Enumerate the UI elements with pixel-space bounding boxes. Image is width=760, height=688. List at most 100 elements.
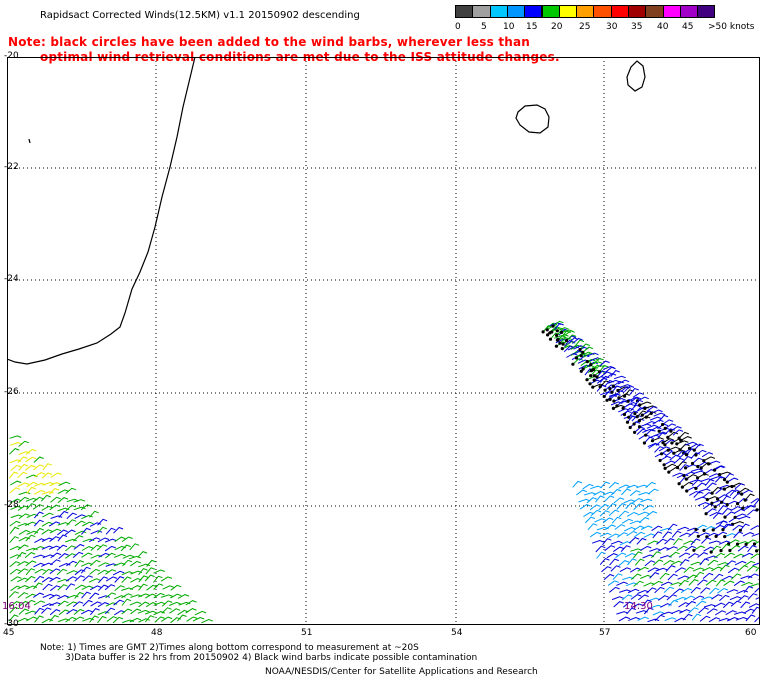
wind-barb bbox=[633, 503, 644, 511]
wind-barb bbox=[698, 488, 711, 493]
wind-barb bbox=[600, 371, 612, 378]
wind-barb bbox=[104, 584, 116, 591]
wind-barb bbox=[748, 603, 760, 608]
wind-barb bbox=[685, 600, 697, 608]
wind-barb bbox=[706, 532, 719, 538]
legend-swatch bbox=[524, 5, 543, 18]
legend-swatch bbox=[506, 5, 526, 18]
wind-barb bbox=[629, 490, 641, 497]
wind-barb bbox=[138, 618, 150, 623]
contamination-marker bbox=[610, 390, 614, 394]
wind-barb bbox=[703, 526, 716, 531]
wind-barb bbox=[728, 539, 740, 545]
wind-barb bbox=[652, 559, 664, 566]
wind-barb bbox=[10, 601, 21, 607]
wind-barb bbox=[80, 504, 92, 511]
wind-barb bbox=[32, 592, 44, 598]
contamination-marker bbox=[666, 435, 670, 439]
wind-barb bbox=[596, 551, 606, 559]
contamination-marker bbox=[755, 508, 759, 512]
wind-barb bbox=[738, 487, 750, 494]
contamination-marker bbox=[649, 411, 653, 415]
wind-barb bbox=[707, 559, 719, 566]
wind-barb bbox=[42, 512, 54, 518]
wind-barb bbox=[146, 559, 156, 567]
wind-barb bbox=[713, 602, 726, 608]
wind-barb bbox=[74, 530, 87, 536]
wind-barb bbox=[82, 521, 94, 527]
wind-barb bbox=[741, 489, 753, 495]
wind-barb bbox=[9, 606, 20, 614]
wind-barb bbox=[10, 514, 23, 519]
wind-barb bbox=[97, 569, 109, 575]
wind-barb bbox=[177, 594, 190, 599]
wind-barb bbox=[755, 596, 760, 600]
wind-barb bbox=[693, 545, 705, 551]
legend-swatch bbox=[558, 5, 578, 18]
wind-barb bbox=[619, 589, 631, 593]
wind-barb bbox=[715, 579, 726, 587]
wind-barb bbox=[692, 595, 705, 601]
wind-barb bbox=[613, 546, 625, 553]
contamination-marker bbox=[588, 382, 592, 386]
wind-barb bbox=[626, 511, 639, 517]
wind-barb bbox=[33, 511, 44, 519]
contamination-marker bbox=[725, 480, 729, 484]
wind-barb bbox=[72, 616, 85, 622]
wind-barb bbox=[677, 575, 690, 580]
wind-barb bbox=[700, 587, 711, 594]
wind-barb bbox=[564, 330, 575, 336]
wind-barb bbox=[89, 592, 100, 600]
contamination-marker bbox=[694, 486, 698, 490]
contamination-marker bbox=[684, 477, 688, 481]
wind-barb bbox=[697, 552, 708, 558]
wind-barb bbox=[631, 603, 643, 609]
wind-barb bbox=[121, 571, 134, 576]
contamination-marker bbox=[723, 535, 727, 539]
wind-barb bbox=[57, 600, 69, 607]
wind-barb bbox=[630, 594, 642, 600]
wind-barb bbox=[754, 615, 760, 623]
wind-barb bbox=[638, 517, 650, 524]
wind-barb bbox=[18, 513, 30, 520]
contamination-marker bbox=[546, 333, 550, 337]
wind-barb bbox=[194, 610, 207, 616]
wind-barb bbox=[89, 568, 100, 575]
wind-barb bbox=[33, 464, 44, 471]
wind-barb bbox=[618, 616, 630, 622]
wind-barb bbox=[636, 428, 647, 435]
wind-barb bbox=[680, 587, 692, 594]
wind-barb bbox=[662, 419, 674, 425]
wind-barb bbox=[9, 498, 22, 504]
wind-barb bbox=[89, 615, 99, 623]
wind-barb bbox=[714, 610, 727, 616]
wind-barb bbox=[26, 481, 38, 488]
contamination-marker bbox=[545, 328, 549, 332]
wind-barb bbox=[640, 574, 652, 579]
contamination-marker bbox=[680, 485, 685, 489]
credit-line: NOAA/NESDIS/Center for Satellite Applica… bbox=[265, 667, 538, 677]
wind-barb bbox=[640, 498, 653, 503]
wind-barb bbox=[48, 521, 61, 527]
contamination-marker bbox=[702, 528, 706, 532]
wind-barb bbox=[671, 609, 683, 615]
wind-barb bbox=[745, 539, 757, 545]
contamination-marker bbox=[661, 441, 665, 445]
contamination-marker bbox=[677, 436, 681, 440]
wind-barb bbox=[9, 480, 22, 486]
wind-barb bbox=[128, 555, 141, 560]
wind-barb bbox=[744, 560, 756, 567]
wind-barb bbox=[578, 354, 590, 361]
wind-barb bbox=[676, 545, 688, 552]
wind-barb bbox=[593, 490, 605, 496]
wind-barb bbox=[658, 446, 671, 452]
wind-barb bbox=[57, 489, 70, 495]
wind-barb bbox=[17, 456, 28, 463]
wind-barb bbox=[626, 484, 639, 489]
wind-barb bbox=[81, 546, 94, 551]
contamination-marker bbox=[663, 466, 667, 470]
wind-barb bbox=[153, 583, 164, 590]
wind-barb bbox=[10, 505, 22, 511]
legend-tick-label: 25 bbox=[579, 22, 591, 32]
wind-barb bbox=[185, 608, 197, 614]
